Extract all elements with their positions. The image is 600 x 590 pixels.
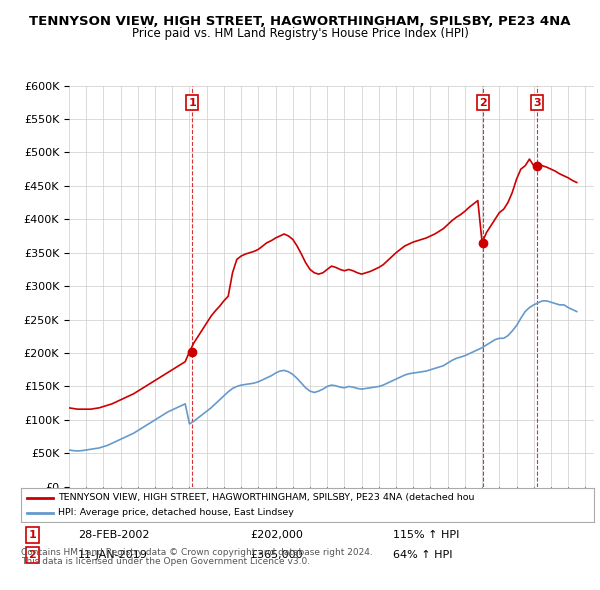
Text: 1: 1 xyxy=(29,530,37,540)
Text: HPI: Average price, detached house, East Lindsey: HPI: Average price, detached house, East… xyxy=(58,508,294,517)
Text: 82% ↑ HPI: 82% ↑ HPI xyxy=(394,571,453,581)
Text: TENNYSON VIEW, HIGH STREET, HAGWORTHINGHAM, SPILSBY, PE23 4NA (detached hou: TENNYSON VIEW, HIGH STREET, HAGWORTHINGH… xyxy=(58,493,475,502)
Text: £480,000: £480,000 xyxy=(250,571,303,581)
Text: £365,000: £365,000 xyxy=(250,550,303,560)
Text: TENNYSON VIEW, HIGH STREET, HAGWORTHINGHAM, SPILSBY, PE23 4NA: TENNYSON VIEW, HIGH STREET, HAGWORTHINGH… xyxy=(29,15,571,28)
Text: 64% ↑ HPI: 64% ↑ HPI xyxy=(394,550,453,560)
Text: 2: 2 xyxy=(479,97,487,107)
Text: Contains HM Land Registry data © Crown copyright and database right 2024.: Contains HM Land Registry data © Crown c… xyxy=(21,548,373,556)
Text: Price paid vs. HM Land Registry's House Price Index (HPI): Price paid vs. HM Land Registry's House … xyxy=(131,27,469,40)
Text: 1: 1 xyxy=(188,97,196,107)
Text: 2: 2 xyxy=(29,550,37,560)
Text: £202,000: £202,000 xyxy=(250,530,303,540)
Text: 115% ↑ HPI: 115% ↑ HPI xyxy=(394,530,460,540)
Text: 11-JAN-2019: 11-JAN-2019 xyxy=(79,550,148,560)
Text: 3: 3 xyxy=(533,97,541,107)
Text: 28-FEB-2002: 28-FEB-2002 xyxy=(79,530,150,540)
Text: 3: 3 xyxy=(29,571,36,581)
Text: This data is licensed under the Open Government Licence v3.0.: This data is licensed under the Open Gov… xyxy=(21,557,310,566)
Text: 11-MAR-2022: 11-MAR-2022 xyxy=(79,571,153,581)
